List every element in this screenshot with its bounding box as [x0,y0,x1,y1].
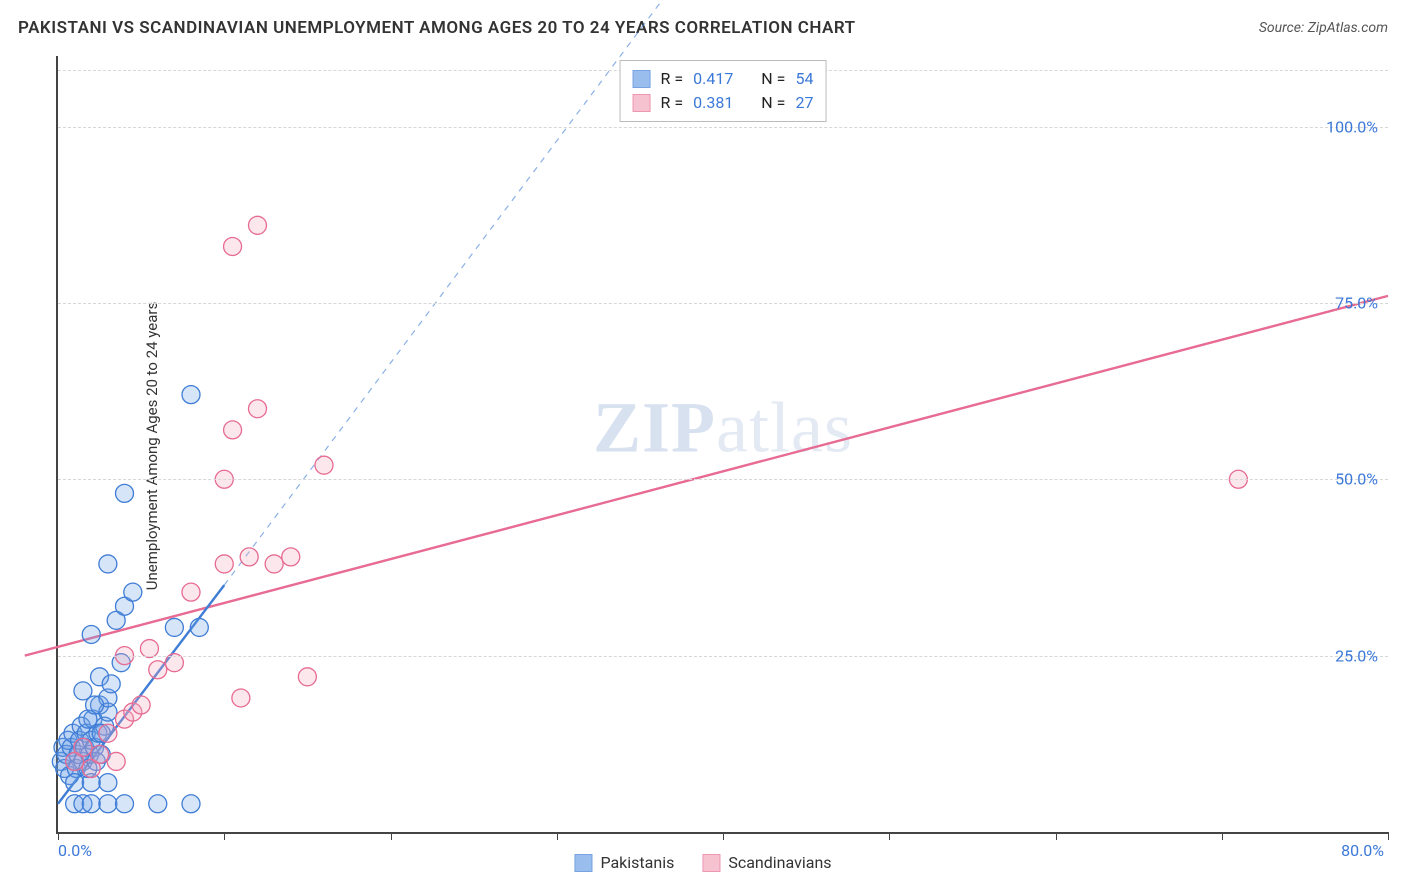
y-tick-label: 25.0% [1335,646,1378,665]
x-max-label: 80.0% [1341,841,1384,860]
x-tick [391,832,392,840]
x-tick [224,832,225,840]
swatch-pakistanis [633,70,651,88]
r-value-scandinavians: 0.381 [693,91,733,115]
x-min-label: 0.0% [58,841,92,860]
x-tick [723,832,724,840]
legend-correlation: R = 0.417 N = 54 R = 0.381 N = 27 [620,60,827,122]
x-tick [557,832,558,840]
swatch-pakistanis-btm [574,854,592,872]
r-value-pakistanis: 0.417 [693,67,733,91]
r-label: R = [661,91,684,115]
gridline-h [58,303,1388,304]
x-tick [1056,832,1057,840]
r-label: R = [661,67,684,91]
y-tick-label: 50.0% [1335,470,1378,489]
n-label: N = [761,91,785,115]
x-tick [1388,832,1389,840]
y-tick-label: 100.0% [1326,117,1378,136]
y-tick-label: 75.0% [1335,293,1378,312]
n-label: N = [761,67,785,91]
legend-label-scandinavians: Scandinavians [728,853,831,872]
legend-row-pakistanis: R = 0.417 N = 54 [633,67,814,91]
gridline-h [58,479,1388,480]
source-label: Source: ZipAtlas.com [1259,20,1388,36]
legend-series: Pakistanis Scandinavians [574,853,831,872]
swatch-scandinavians [633,94,651,112]
legend-label-pakistanis: Pakistanis [600,853,674,872]
plot-area: ZIPatlas R = 0.417 N = 54 R = 0.381 N = … [56,56,1388,834]
gridline-h [58,127,1388,128]
chart-title: PAKISTANI VS SCANDINAVIAN UNEMPLOYMENT A… [18,18,856,38]
x-tick [1222,832,1223,840]
plot-svg [58,56,1388,832]
x-tick [58,832,59,840]
x-tick [889,832,890,840]
legend-item-scandinavians: Scandinavians [702,853,831,872]
n-value-scandinavians: 27 [795,91,813,115]
legend-row-scandinavians: R = 0.381 N = 27 [633,91,814,115]
gridline-h [58,656,1388,657]
legend-item-pakistanis: Pakistanis [574,853,674,872]
n-value-pakistanis: 54 [795,67,813,91]
swatch-scandinavians-btm [702,854,720,872]
